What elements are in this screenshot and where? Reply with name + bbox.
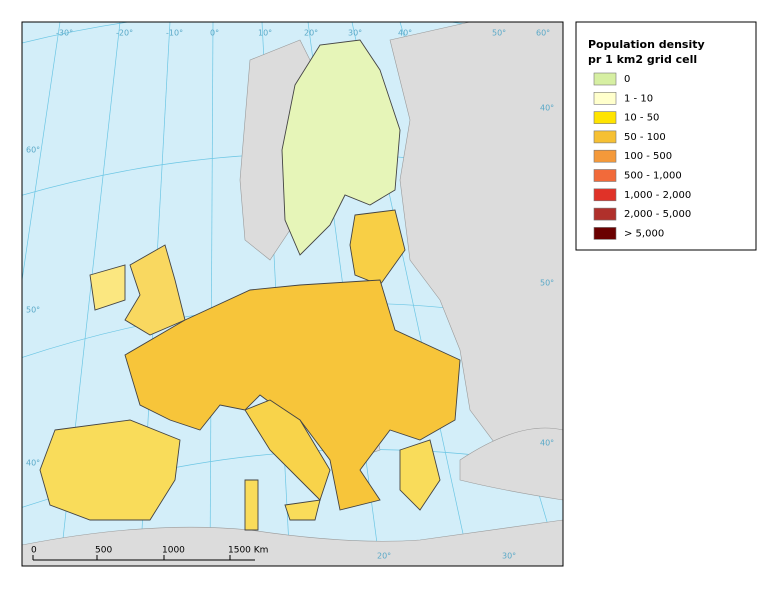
scale-label: 1000 [162,546,185,556]
graticule-label: 50° [26,306,40,315]
legend-label: 50 - 100 [624,132,666,143]
legend-label: 10 - 50 [624,113,659,124]
legend-swatch [593,92,617,105]
map-frame [21,21,564,567]
scale-label: 500 [95,546,112,556]
legend-label: 2,000 - 5,000 [624,209,691,220]
graticule-label: 30° [502,552,516,561]
scale-label: 0 [31,546,37,556]
graticule-label: 0° [210,29,219,38]
graticule-label: 30° [348,29,362,38]
graticule-label: 10° [258,29,272,38]
legend-swatch [593,207,617,221]
graticule-label: -20° [116,29,133,38]
graticule-label: 40° [26,459,40,468]
eu-land [39,39,461,531]
graticule-label: -10° [166,29,183,38]
graticule-label: 50° [492,29,506,38]
legend-label: 1,000 - 2,000 [624,190,691,201]
scale-label: 1500 Km [228,546,268,556]
map [22,22,563,566]
legend-label: 0 [624,74,630,85]
graticule-label: 40° [398,29,412,38]
legend-title: Population density [588,38,705,51]
graticule-label: 50° [540,279,554,288]
legend-swatch [593,130,617,144]
graticule-label: 60° [536,29,550,38]
legend-swatch [593,149,617,163]
legend-swatch [593,188,617,202]
graticule-label: 20° [377,552,391,561]
graticule-label: -30° [56,29,73,38]
legend-swatch [593,169,617,182]
legend-label: > 5,000 [624,228,664,239]
legend-label: 1 - 10 [624,93,653,104]
legend-swatch [593,227,617,240]
graticule-label: 40° [540,104,554,113]
graticule-label: 20° [304,29,318,38]
graticule-label: 60° [26,146,40,155]
graticule-label: 40° [540,439,554,448]
legend-label: 100 - 500 [624,151,672,162]
legend-label: 500 - 1,000 [624,171,682,182]
legend-title: pr 1 km2 grid cell [588,53,697,66]
legend-swatch [593,111,617,124]
legend-swatch [593,72,617,86]
